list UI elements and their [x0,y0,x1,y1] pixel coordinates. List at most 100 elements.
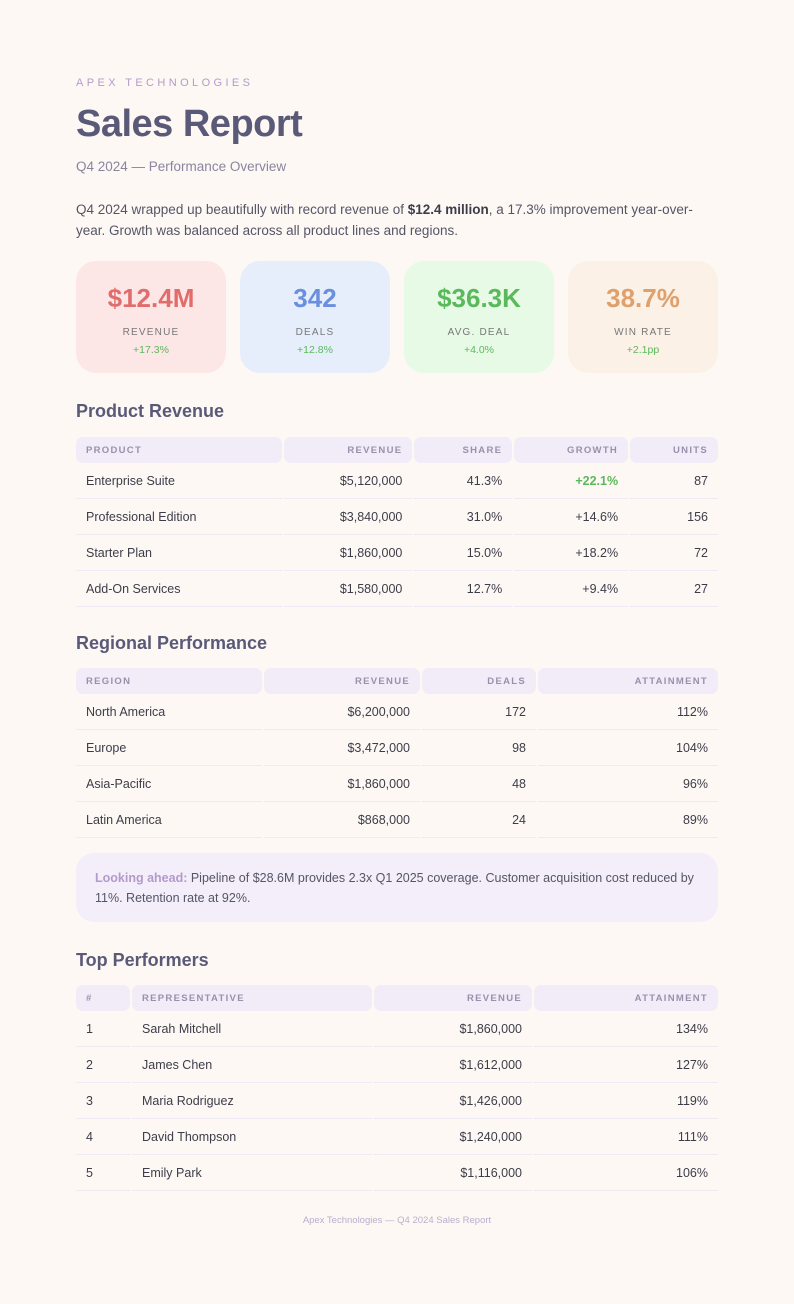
column-header: # [76,985,130,1011]
table-header-row: # REPRESENTATIVE REVENUE ATTAINMENT [76,985,718,1011]
page-title: Sales Report [76,103,303,145]
table-cell: 4 [76,1119,130,1155]
table-cell: 31.0% [414,499,513,535]
kpi-value: 38.7% [606,283,680,313]
table-cell: $6,200,000 [264,694,420,730]
table-cell: 106% [534,1155,718,1191]
table-cell: Latin America [76,802,262,838]
column-header: DEALS [422,668,536,694]
table-cell: 156 [630,499,718,535]
column-header: GROWTH [514,437,629,463]
table-row: 2 James Chen $1,612,000 127% [76,1047,718,1083]
table-row: Add-On Services $1,580,000 12.7% +9.4% 27 [76,571,718,607]
kpi-value: $36.3K [437,283,521,313]
table-cell: 96% [538,766,718,802]
product-revenue-heading: Product Revenue [76,401,225,421]
table-row: 4 David Thompson $1,240,000 111% [76,1119,718,1155]
table-cell: 104% [538,730,718,766]
looking-ahead-callout: Looking ahead: Pipeline of $28.6M provid… [76,853,718,922]
table-row: 3 Maria Rodriguez $1,426,000 119% [76,1083,718,1119]
table-row: Enterprise Suite $5,120,000 41.3% +22.1% 87 [76,463,718,499]
kpi-card: $36.3K AVG. DEAL +4.0% [404,261,554,373]
table-cell: Europe [76,730,262,766]
top-performers-table: # REPRESENTATIVE REVENUE ATTAINMENT 1 Sarah M… [74,985,720,1191]
table-cell: $1,580,000 [283,571,413,607]
table-cell: 134% [534,1011,718,1047]
kpi-change: +2.1pp [626,344,660,356]
column-header: REVENUE [264,668,420,694]
table-cell: $1,116,000 [374,1155,532,1191]
table-cell: 172 [422,694,536,730]
page-subtitle: Q4 2024 — Performance Overview [76,159,287,174]
table-cell: 127% [534,1047,718,1083]
kpi-label: AVG. DEAL [447,327,511,338]
table-cell: $3,840,000 [283,499,413,535]
intro-highlight: $12.4 million [407,202,489,217]
table-cell: 112% [538,694,718,730]
table-cell: Professional Edition [76,499,282,535]
table-cell: +9.4% [514,571,629,607]
table-cell: Maria Rodriguez [132,1083,372,1119]
column-header: ATTAINMENT [538,668,718,694]
table-cell: 2 [76,1047,130,1083]
kpi-card: 342 DEALS +12.8% [240,261,390,373]
table-cell: 72 [630,535,718,571]
kpi-label: DEALS [295,327,335,338]
table-cell: Starter Plan [76,535,282,571]
table-header-row: REGION REVENUE DEALS ATTAINMENT [76,668,718,694]
kpi-card: 38.7% WIN RATE +2.1pp [568,261,718,373]
table-cell: 89% [538,802,718,838]
table-cell: Sarah Mitchell [132,1011,372,1047]
table-header-row: PRODUCT REVENUE SHARE GROWTH UNITS [76,437,718,463]
column-header: REVENUE [283,437,413,463]
table-cell: $1,860,000 [283,535,413,571]
table-cell: $3,472,000 [264,730,420,766]
kpi-label: WIN RATE [614,327,672,338]
table-row: Asia-Pacific $1,860,000 48 96% [76,766,718,802]
table-cell: +14.6% [514,499,629,535]
callout-text: Pipeline of $28.6M provides 2.3x Q1 2025… [95,871,694,905]
kpi-card: $12.4M REVENUE +17.3% [76,261,226,373]
table-cell: 24 [422,802,536,838]
table-cell: 12.7% [414,571,513,607]
table-row: North America $6,200,000 172 112% [76,694,718,730]
column-header: SHARE [414,437,513,463]
table-cell: 15.0% [414,535,513,571]
kpi-value: $12.4M [107,283,195,313]
kpi-change: +4.0% [463,344,495,356]
table-row: Starter Plan $1,860,000 15.0% +18.2% 72 [76,535,718,571]
table-cell: 48 [422,766,536,802]
table-cell: Add-On Services [76,571,282,607]
table-cell: 87 [630,463,718,499]
table-cell: Asia-Pacific [76,766,262,802]
table-cell: +18.2% [514,535,629,571]
table-cell: 1 [76,1011,130,1047]
column-header: REGION [76,668,262,694]
intro-paragraph: Q4 2024 wrapped up beautifully with reco… [76,199,718,241]
table-cell: James Chen [132,1047,372,1083]
kpi-label: REVENUE [122,327,180,338]
table-cell: Emily Park [132,1155,372,1191]
kpi-change: +17.3% [133,344,169,356]
table-row: Latin America $868,000 24 89% [76,802,718,838]
table-row: Professional Edition $3,840,000 31.0% +14.6… [76,499,718,535]
top-performers-heading: Top Performers [76,950,209,970]
column-header: REVENUE [374,985,532,1011]
company-name: APEX TECHNOLOGIES [76,77,254,89]
table-cell: 119% [534,1083,718,1119]
table-cell: $1,860,000 [264,766,420,802]
table-cell: 27 [630,571,718,607]
table-cell: 41.3% [414,463,513,499]
table-cell: David Thompson [132,1119,372,1155]
product-revenue-table: PRODUCT REVENUE SHARE GROWTH UNITS Enterprise… [74,437,720,607]
column-header: PRODUCT [76,437,282,463]
regional-performance-table: REGION REVENUE DEALS ATTAINMENT North Americ… [74,668,720,838]
table-cell: 5 [76,1155,130,1191]
table-cell: $868,000 [264,802,420,838]
callout-label: Looking ahead: [95,871,188,885]
table-cell: 98 [422,730,536,766]
table-cell: 3 [76,1083,130,1119]
table-row: 5 Emily Park $1,116,000 106% [76,1155,718,1191]
kpi-change: +12.8% [297,344,333,356]
intro-text: Q4 2024 wrapped up beautifully with reco… [76,202,408,217]
